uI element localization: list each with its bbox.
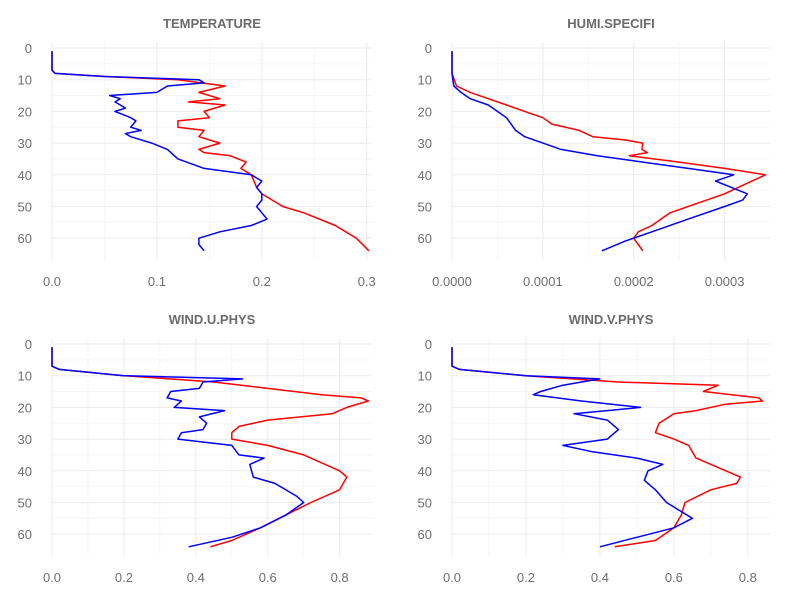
panel-title: WIND.U.PHYS: [169, 312, 256, 327]
y-tick-label: 30: [18, 136, 32, 151]
x-tick-label: 0.2: [517, 570, 535, 585]
x-tick-label: 0.0: [443, 570, 461, 585]
y-tick-label: 10: [418, 73, 432, 88]
y-tick-label: 40: [18, 464, 32, 479]
x-tick-label: 0.6: [259, 570, 277, 585]
y-tick-label: 20: [418, 400, 432, 415]
series-line: [451, 51, 767, 252]
panel-title: WIND.V.PHYS: [569, 312, 654, 327]
y-tick-label: 50: [18, 199, 32, 214]
y-tick-label: 40: [418, 168, 432, 183]
series-line: [451, 347, 694, 548]
series-line: [51, 51, 370, 252]
series-line: [451, 347, 764, 548]
chart-panel: 0.0 0.1 0.2 0.3 0 10 20 30 40 50 60 TEMPERATURE: [18, 16, 376, 289]
x-tick-label: 0.4: [187, 570, 205, 585]
y-tick-label: 20: [418, 104, 432, 119]
panel-title: TEMPERATURE: [163, 16, 261, 31]
y-tick-label: 40: [418, 464, 432, 479]
y-tick-label: 10: [18, 73, 32, 88]
y-tick-label: 30: [18, 432, 32, 447]
y-tick-label: 30: [418, 432, 432, 447]
y-tick-label: 50: [418, 199, 432, 214]
y-tick-label: 60: [418, 527, 432, 542]
series-line: [51, 347, 305, 548]
series-line: [51, 347, 370, 548]
x-tick-label: 0.0: [43, 570, 61, 585]
y-tick-label: 40: [18, 168, 32, 183]
x-tick-label: 0.2: [253, 274, 271, 289]
panel-title: HUMI.SPECIFI: [567, 16, 654, 31]
y-tick-label: 10: [18, 369, 32, 384]
x-tick-label: 0.8: [331, 570, 349, 585]
y-tick-label: 0: [25, 41, 32, 56]
y-tick-label: 20: [18, 104, 32, 119]
x-tick-label: 0.1: [148, 274, 166, 289]
series-line: [51, 51, 268, 252]
x-tick-label: 0.0002: [614, 274, 654, 289]
y-tick-label: 20: [18, 400, 32, 415]
x-tick-label: 0.3: [358, 274, 376, 289]
y-tick-label: 10: [418, 369, 432, 384]
x-tick-label: 0.0003: [705, 274, 745, 289]
chart-panel: 0.0 0.2 0.4 0.6 0.8 0 10 20 30 40 50 60 WIND.U.PHYS: [18, 312, 372, 585]
y-tick-label: 0: [425, 337, 432, 352]
y-tick-label: 30: [418, 136, 432, 151]
x-tick-label: 0.0: [43, 274, 61, 289]
y-tick-label: 50: [18, 495, 32, 510]
x-tick-label: 0.0000: [432, 274, 472, 289]
x-tick-label: 0.0001: [523, 274, 563, 289]
x-tick-label: 0.8: [739, 570, 757, 585]
x-tick-label: 0.2: [115, 570, 133, 585]
chart-panel: 0.0 0.2 0.4 0.6 0.8 0 10 20 30 40 50 60 WIND.V.PHYS: [418, 312, 770, 585]
y-tick-label: 0: [25, 337, 32, 352]
chart-panel: 0.0000 0.0001 0.0002 0.0003 0 10 20 30 40 50 60 HUM…: [418, 16, 770, 289]
y-tick-label: 0: [425, 41, 432, 56]
y-tick-label: 60: [418, 231, 432, 246]
y-tick-label: 60: [18, 231, 32, 246]
x-tick-label: 0.4: [591, 570, 609, 585]
x-tick-label: 0.6: [665, 570, 683, 585]
series-line: [451, 51, 749, 252]
y-tick-label: 60: [18, 527, 32, 542]
y-tick-label: 50: [418, 495, 432, 510]
